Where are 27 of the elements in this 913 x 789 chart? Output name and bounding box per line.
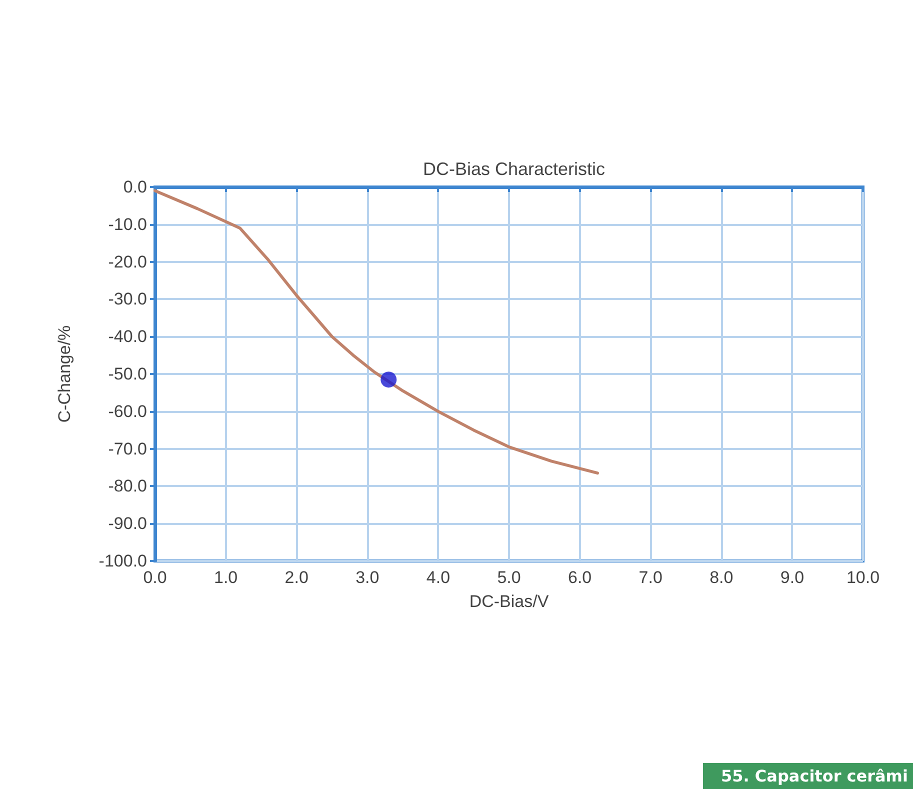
x-tick-label: 4.0 (426, 568, 450, 587)
x-tick-label: 0.0 (143, 568, 167, 587)
y-tick-label: -60.0 (108, 402, 147, 421)
x-tick-label: 3.0 (356, 568, 380, 587)
x-tick-label: 1.0 (214, 568, 238, 587)
y-tick-label: -20.0 (108, 252, 147, 272)
text: 55. Capacitor cerâmi (721, 766, 908, 786)
chart-title: DC-Bias Characteristic (422, 159, 606, 179)
x-tick-label: 7.0 (638, 568, 662, 587)
y-tick-label: -10.0 (108, 214, 147, 234)
x-tick-label: 9.0 (780, 568, 804, 587)
y-tick-label: 0.0 (123, 178, 147, 196)
x-tick-label: 8.0 (710, 568, 734, 587)
y-axis-title: C-Change/% (55, 325, 74, 423)
x-tick-label: 2.0 (284, 568, 308, 587)
y-tick-label: -50.0 (108, 364, 147, 384)
y-tick-label: -40.0 (108, 327, 147, 346)
y-tick-label: -90.0 (108, 514, 147, 534)
x-axis-title: DC-Bias/V (469, 592, 550, 611)
x-tick-label: 10.0 (846, 568, 880, 587)
y-tick-label: -80.0 (108, 476, 147, 496)
y-tick-label: -70.0 (108, 439, 147, 458)
y-tick-label: -30.0 (108, 290, 147, 309)
x-tick-label: 5.0 (497, 568, 521, 587)
x-tick-label: 6.0 (568, 568, 592, 587)
y-tick-label: -100.0 (98, 552, 147, 570)
line-series (154, 189, 599, 475)
